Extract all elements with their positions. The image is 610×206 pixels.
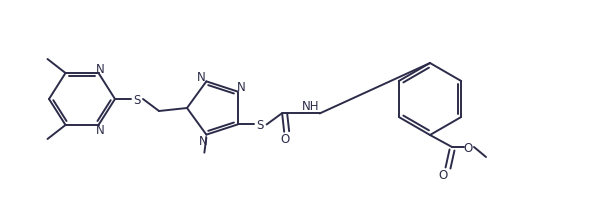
- Text: N: N: [237, 81, 246, 94]
- Text: O: O: [464, 141, 473, 154]
- Text: N: N: [197, 70, 206, 83]
- Text: N: N: [199, 135, 208, 147]
- Text: S: S: [134, 93, 141, 106]
- Text: N: N: [96, 62, 105, 75]
- Text: O: O: [280, 132, 289, 145]
- Text: O: O: [439, 169, 448, 182]
- Text: NH: NH: [302, 99, 320, 112]
- Text: S: S: [256, 118, 264, 131]
- Text: N: N: [96, 124, 105, 137]
